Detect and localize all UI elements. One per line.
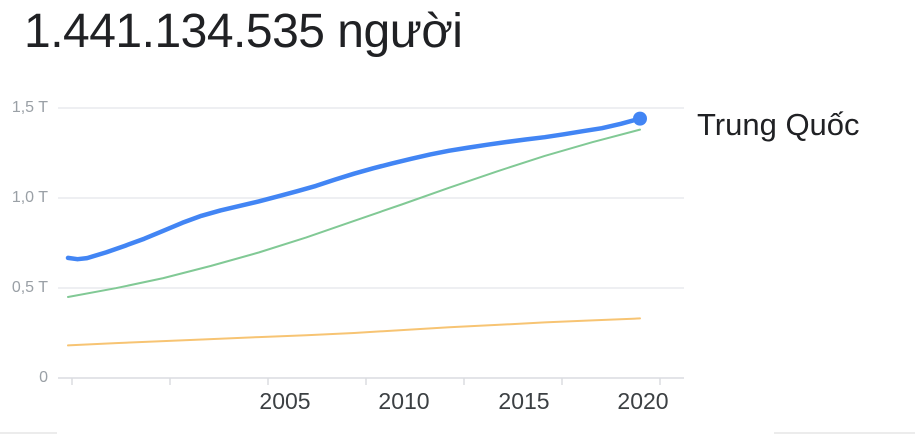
bottom-divider-right (774, 432, 915, 434)
y-tick-label: 0,5 T (11, 279, 48, 296)
series-line-china (65, 116, 643, 262)
x-tick-label: 2005 (259, 388, 311, 414)
y-tick-label: 0 (39, 369, 48, 386)
legend-label-china: Trung Quốc (697, 107, 860, 142)
page-title: 1.441.134.535 người (24, 5, 463, 58)
bottom-divider-left (0, 432, 57, 434)
series-line-unlabeled-green (67, 128, 641, 298)
series-endpoint-dot-china (633, 111, 647, 126)
series-line-unlabeled-orange (67, 317, 641, 347)
y-tick-label: 1,5 T (11, 99, 48, 116)
x-tick-label: 2015 (498, 388, 550, 414)
x-tick-label: 2020 (617, 388, 669, 414)
x-tick-label: 2010 (378, 388, 430, 414)
y-tick-label: 1,0 T (11, 189, 48, 206)
